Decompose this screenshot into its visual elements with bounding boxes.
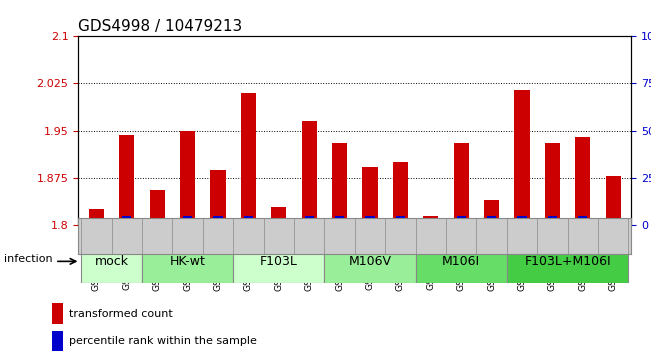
Bar	[52, 331, 63, 351]
Text: infection: infection	[5, 254, 53, 264]
Bar	[271, 207, 286, 225]
Text: percentile rank within the sample: percentile rank within the sample	[69, 336, 256, 346]
Bar	[244, 216, 253, 225]
Text: F103L: F103L	[260, 255, 298, 268]
Bar	[301, 121, 317, 225]
Bar	[214, 216, 223, 225]
Bar	[507, 240, 628, 283]
Bar	[454, 143, 469, 225]
Bar	[210, 170, 226, 225]
Bar	[365, 216, 374, 225]
Bar	[396, 216, 405, 225]
Bar	[81, 240, 142, 283]
Bar	[605, 176, 621, 225]
Bar	[150, 191, 165, 225]
Bar	[456, 216, 465, 225]
Bar	[274, 219, 283, 225]
Bar	[122, 216, 132, 225]
Bar	[484, 200, 499, 225]
Bar	[119, 135, 134, 225]
Text: F103L+M106I: F103L+M106I	[524, 255, 611, 268]
Text: HK-wt: HK-wt	[170, 255, 206, 268]
Bar	[426, 221, 436, 225]
Bar	[89, 209, 104, 225]
Text: M106I: M106I	[442, 255, 480, 268]
Bar	[52, 303, 63, 324]
Bar	[92, 219, 101, 225]
Bar	[548, 216, 557, 225]
Bar	[324, 240, 415, 283]
Text: M106V: M106V	[348, 255, 391, 268]
Bar	[305, 216, 314, 225]
Bar	[152, 217, 161, 225]
Bar	[514, 90, 530, 225]
Bar	[142, 240, 233, 283]
Text: transformed count: transformed count	[69, 309, 173, 319]
Bar	[423, 216, 438, 225]
Text: GDS4998 / 10479213: GDS4998 / 10479213	[78, 19, 242, 34]
Bar	[518, 216, 527, 225]
Bar	[545, 143, 560, 225]
Bar	[335, 216, 344, 225]
Bar	[415, 240, 507, 283]
Bar	[183, 216, 192, 225]
Bar	[332, 143, 347, 225]
Bar	[578, 216, 587, 225]
Bar	[363, 167, 378, 225]
Bar	[233, 240, 324, 283]
Bar	[575, 137, 590, 225]
Bar	[487, 216, 496, 225]
Bar	[393, 162, 408, 225]
Bar	[180, 131, 195, 225]
Bar	[609, 217, 618, 225]
Text: mock: mock	[94, 255, 128, 268]
Bar	[241, 93, 256, 225]
